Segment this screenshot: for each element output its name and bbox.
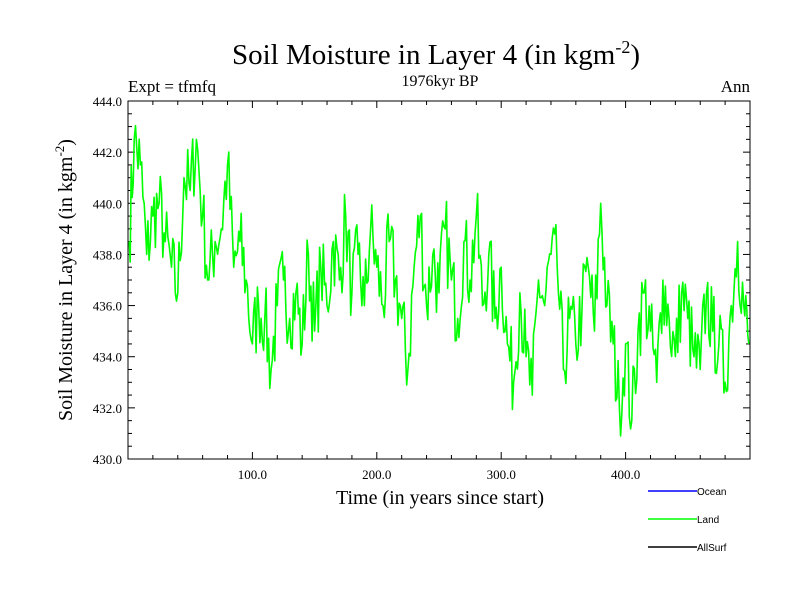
legend-label-allsurf: AllSurf (697, 543, 727, 554)
x-axis: 100.0 200.0 300.0 400.0 (152, 101, 726, 482)
legend-label-ocean: Ocean (697, 487, 726, 498)
season-label: Ann (721, 77, 751, 96)
legend-label-land: Land (697, 515, 719, 526)
y-tick-label: 430.0 (93, 452, 122, 467)
series-line-land (128, 124, 750, 437)
y-tick-label: 432.0 (93, 401, 122, 416)
chart-title: Soil Moisture in Layer 4 (in kgm-2) (232, 37, 640, 71)
y-tick-label: 438.0 (93, 247, 122, 262)
y-tick-label: 444.0 (93, 94, 122, 109)
x-tick-label: 400.0 (611, 467, 640, 482)
y-tick-label: 440.0 (93, 196, 122, 211)
y-tick-label: 442.0 (93, 145, 122, 160)
y-tick-label: 436.0 (93, 299, 122, 314)
x-tick-label: 200.0 (362, 467, 391, 482)
y-axis-label: Soil Moisture in Layer 4 (in kgm-2) (52, 139, 77, 421)
legend: Ocean Land AllSurf (648, 487, 727, 554)
x-axis-label: Time (in years since start) (336, 487, 544, 509)
x-tick-label: 100.0 (238, 467, 267, 482)
y-tick-label: 434.0 (93, 350, 122, 365)
chart-subtitle: 1976kyr BP (402, 73, 479, 90)
series-group (128, 124, 750, 437)
x-tick-label: 300.0 (487, 467, 516, 482)
y-axis: 430.0 432.0 434.0 436.0 438.0 440.0 442.0 444.0 (93, 94, 750, 467)
experiment-label: Expt = tfmfq (128, 77, 216, 96)
